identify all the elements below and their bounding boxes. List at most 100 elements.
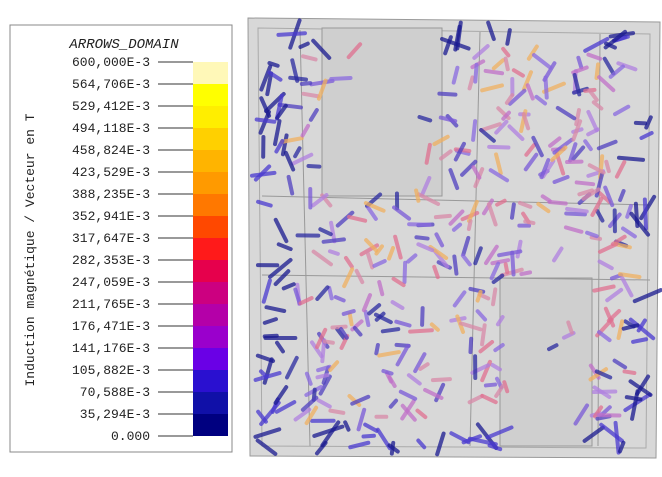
field-arrow	[545, 78, 546, 98]
field-arrow	[620, 274, 639, 277]
field-arrow	[619, 158, 643, 160]
field-arrow	[566, 213, 585, 214]
field-arrow	[475, 65, 476, 82]
color-swatch	[193, 326, 228, 348]
field-arrow	[324, 239, 344, 241]
field-arrow	[304, 94, 318, 96]
field-arrow	[317, 375, 327, 377]
field-arrow	[504, 382, 507, 391]
tick-label: 211,765E-3	[72, 297, 150, 312]
field-arrow	[330, 411, 343, 413]
field-arrow	[512, 204, 514, 217]
field-arrow	[308, 166, 319, 167]
field-arrow	[290, 78, 306, 80]
tick-label: 176,471E-3	[72, 319, 150, 334]
region	[322, 28, 442, 196]
tick-label: 317,647E-3	[72, 231, 150, 246]
field-arrow	[521, 272, 530, 274]
field-arrow	[383, 329, 399, 331]
tick-label: 494,118E-3	[72, 121, 150, 136]
field-arrow	[454, 257, 456, 274]
field-arrow	[404, 263, 405, 282]
color-swatch	[193, 238, 228, 260]
tick-label: 458,824E-3	[72, 143, 150, 158]
field-arrow	[493, 289, 495, 304]
field-arrow	[325, 341, 333, 342]
field-arrow	[329, 288, 331, 298]
color-swatch	[193, 414, 228, 436]
field-arrow	[507, 30, 509, 44]
field-arrow	[567, 209, 587, 212]
field-arrow	[606, 162, 609, 171]
tick-label: 0.000	[111, 429, 150, 444]
field-arrow	[473, 121, 475, 140]
field-arrow	[433, 379, 450, 380]
field-arrow	[416, 190, 418, 200]
legend-axis-label: Induction magnétique / Vecteur en T	[23, 113, 38, 386]
color-swatch	[193, 172, 228, 194]
tick-label: 35,294E-3	[80, 407, 150, 422]
field-arrow	[482, 325, 485, 344]
color-swatch	[193, 194, 228, 216]
field-arrow	[469, 221, 471, 229]
field-arrow	[416, 237, 427, 238]
field-arrow	[422, 308, 423, 325]
field-arrow	[332, 327, 345, 328]
field-arrow	[645, 199, 646, 228]
field-arrow	[627, 397, 641, 399]
tick-label: 529,412E-3	[72, 99, 150, 114]
field-arrow	[489, 147, 508, 148]
tick-label: 141,176E-3	[72, 341, 150, 356]
color-swatch	[193, 62, 228, 84]
field-arrow	[518, 242, 521, 257]
color-swatch	[193, 128, 228, 150]
color-swatch	[193, 260, 228, 282]
color-swatch	[193, 392, 228, 414]
field-arrow	[506, 264, 508, 272]
field-arrow	[302, 83, 310, 84]
field-arrow	[331, 78, 350, 79]
field-arrow	[330, 251, 338, 254]
color-swatch	[193, 282, 228, 304]
field-arrow	[506, 59, 508, 70]
tick-label: 564,706E-3	[72, 77, 150, 92]
field-arrow	[363, 436, 373, 437]
tick-label: 247,059E-3	[72, 275, 150, 290]
legend-title: ARROWS_DOMAIN	[68, 37, 179, 53]
field-arrow	[512, 253, 513, 275]
tick-label: 388,235E-3	[72, 187, 150, 202]
color-swatch	[193, 370, 228, 392]
color-swatch	[193, 216, 228, 238]
field-arrow	[439, 94, 455, 95]
field-arrow	[278, 33, 305, 35]
color-swatch	[193, 150, 228, 172]
tick-label: 105,882E-3	[72, 363, 150, 378]
field-arrow	[577, 182, 593, 184]
color-swatch	[193, 348, 228, 370]
field-arrow	[257, 120, 275, 122]
field-arrow	[409, 224, 429, 225]
field-arrow	[549, 202, 565, 204]
field-arrow	[486, 71, 502, 73]
field-arrow	[383, 371, 391, 374]
color-swatch	[193, 304, 228, 326]
field-arrow	[436, 216, 450, 217]
field-arrow	[265, 336, 277, 337]
tick-label: 282,353E-3	[72, 253, 150, 268]
field-arrow	[322, 340, 324, 361]
field-arrow	[525, 221, 533, 223]
color-swatch	[193, 84, 228, 106]
tick-label: 600,000E-3	[72, 55, 150, 70]
field-arrow	[470, 77, 473, 88]
field-arrow	[376, 345, 378, 353]
field-arrow	[470, 339, 471, 352]
field-view	[248, 18, 661, 458]
field-arrow	[350, 314, 352, 324]
field-arrow	[486, 385, 495, 386]
tick-label: 423,529E-3	[72, 165, 150, 180]
tick-label: 352,941E-3	[72, 209, 150, 224]
field-arrow	[578, 58, 581, 68]
field-arrow	[410, 330, 432, 331]
tick-label: 70,588E-3	[80, 385, 150, 400]
